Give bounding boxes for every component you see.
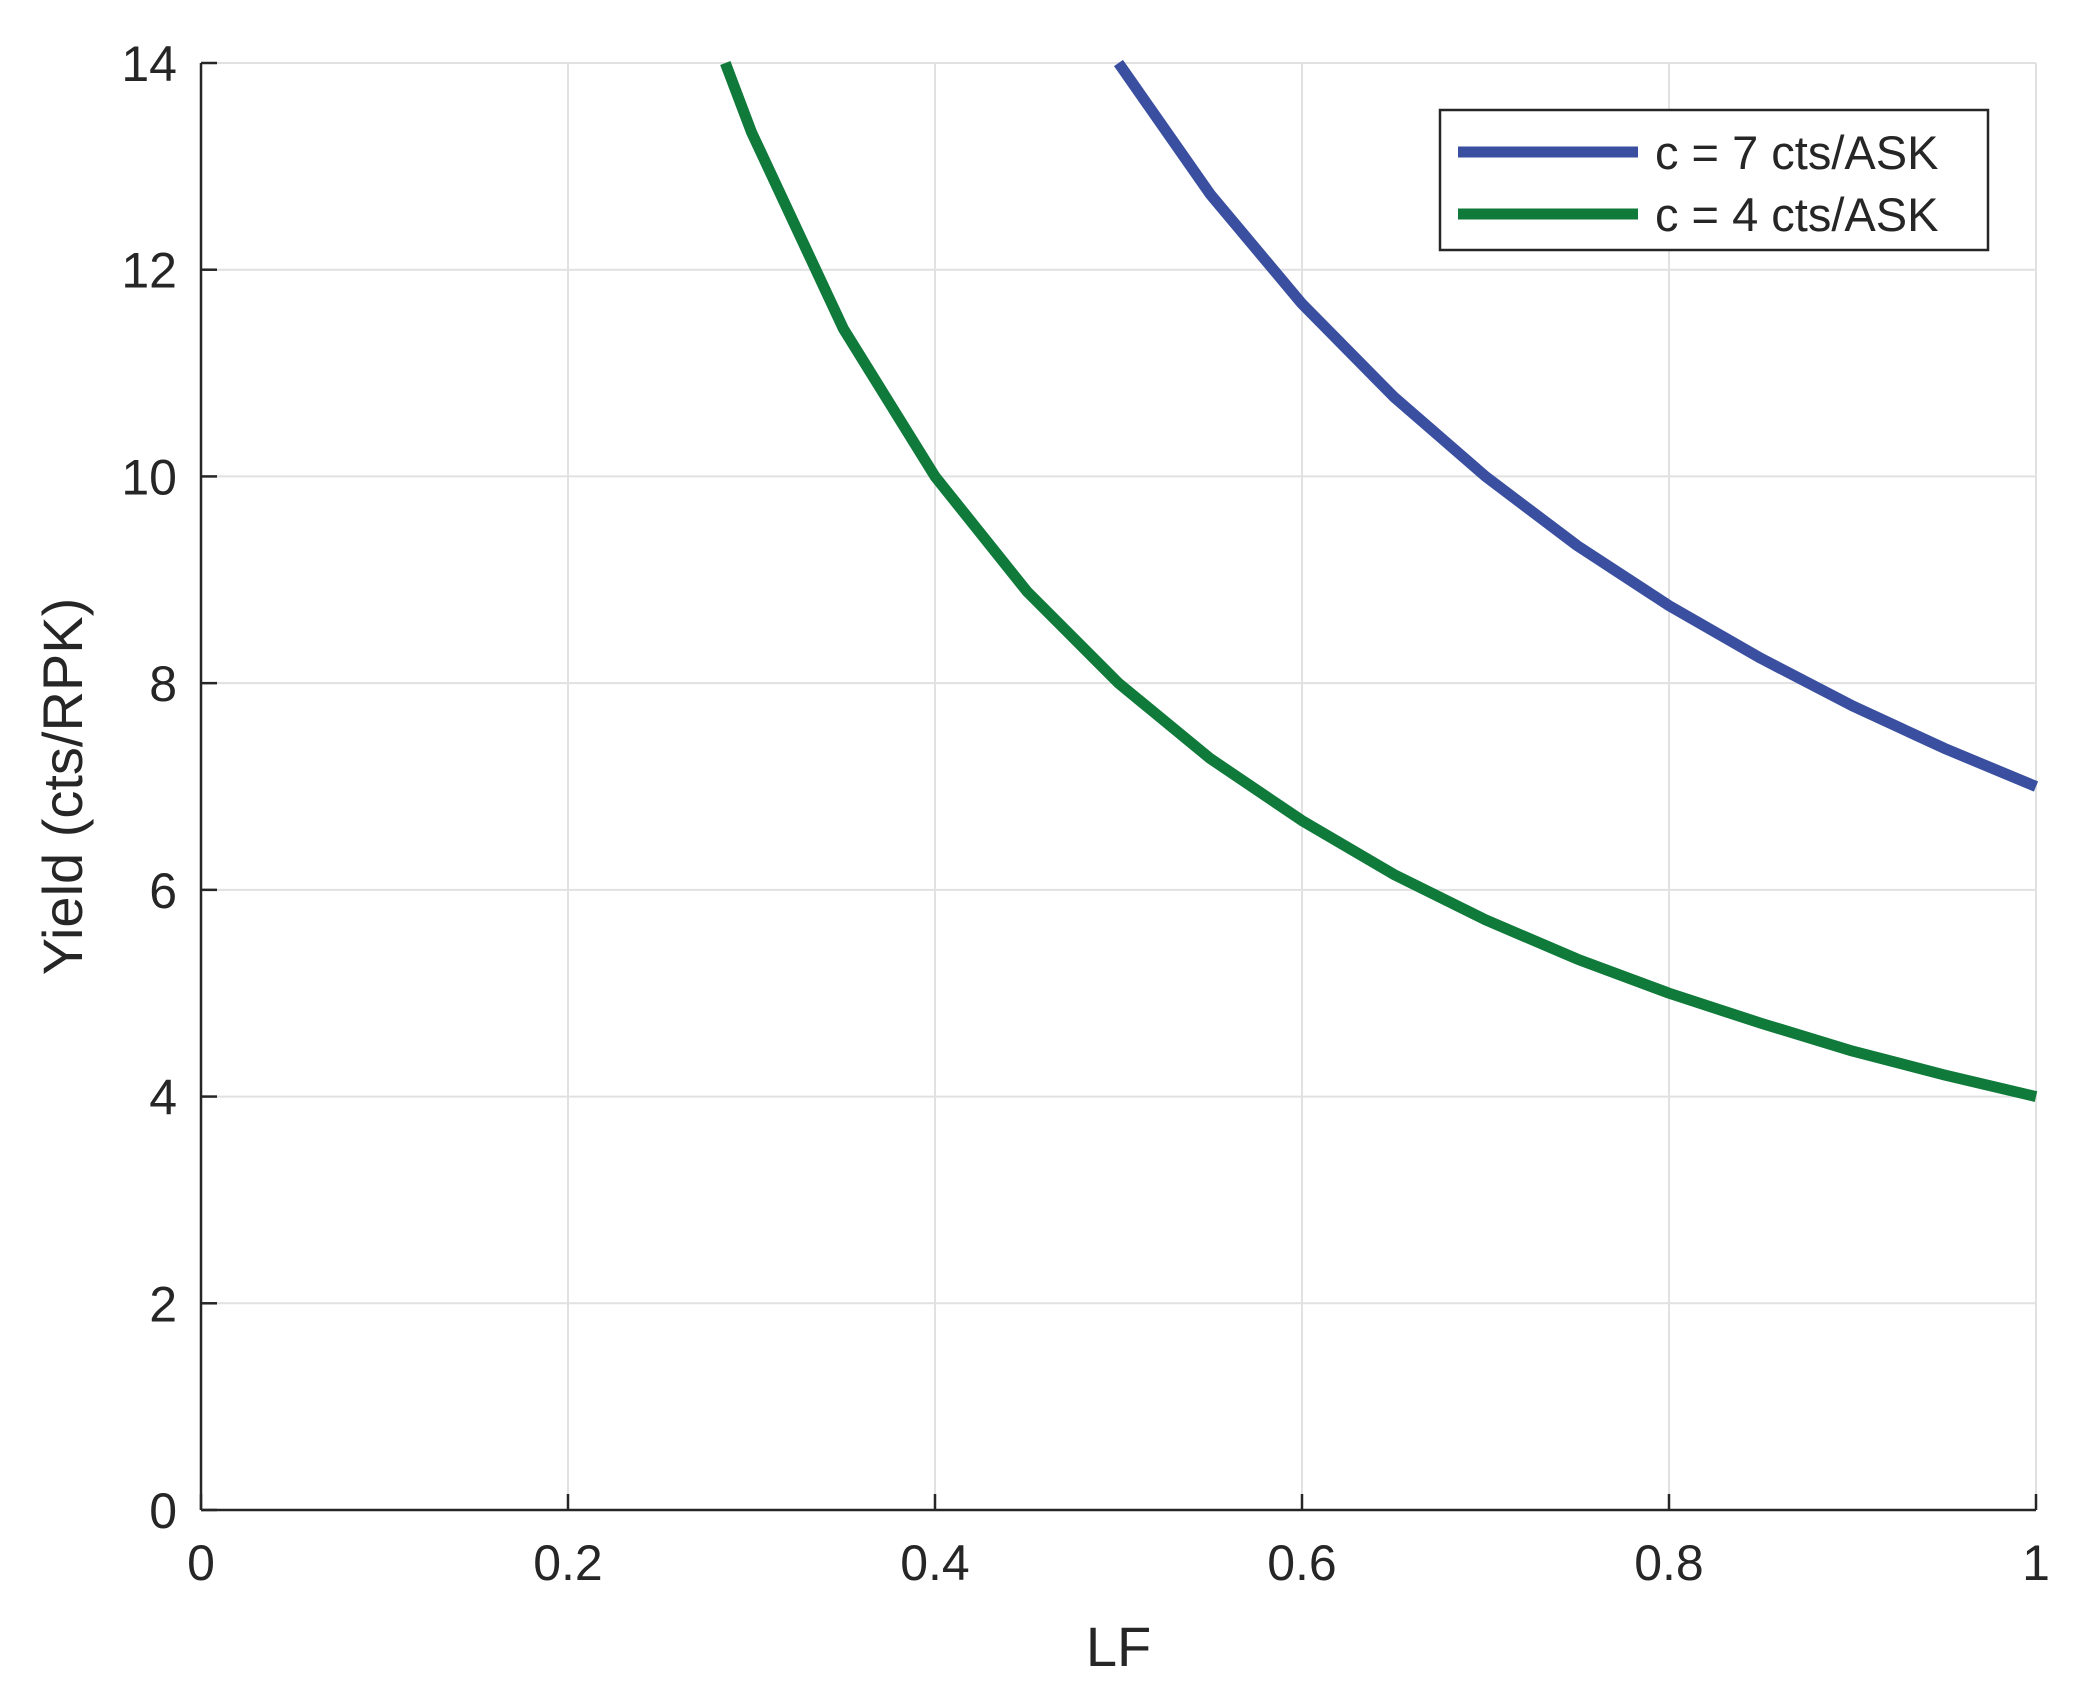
y-tick-label: 0: [149, 1483, 177, 1539]
y-tick-label: 10: [121, 449, 177, 505]
series-line-0: [1113, 59, 2039, 792]
x-tick-label: 0.2: [533, 1535, 603, 1591]
y-tick-label: 2: [149, 1276, 177, 1332]
axes: [199, 63, 2036, 1512]
x-tick-label: 0: [187, 1535, 215, 1591]
x-tick-label: 0.8: [1634, 1535, 1704, 1591]
y-axis-ticks: 0 2 4 6 8 10 12 14: [121, 36, 217, 1539]
series-line-1: [720, 61, 2038, 1102]
x-axis-ticks: 0 0.2 0.4 0.6 0.8 1: [187, 1494, 2050, 1591]
x-tick-label: 0.4: [900, 1535, 970, 1591]
y-axis-label: Yield (cts/RPK): [31, 598, 94, 976]
x-tick-label: 0.6: [1267, 1535, 1337, 1591]
legend-label-c4: c = 4 cts/ASK: [1655, 188, 1938, 241]
plot-lines: [720, 59, 2039, 1102]
y-tick-label: 4: [149, 1070, 177, 1126]
legend-box: [1438, 108, 1990, 252]
legend-label-c7: c = 7 cts/ASK: [1655, 126, 1938, 179]
x-axis-label: LF: [1086, 1615, 1151, 1678]
legend: c = 7 cts/ASK c = 4 cts/ASK: [1438, 108, 1990, 252]
y-tick-label: 8: [149, 656, 177, 712]
grid-lines: [200, 62, 2037, 1511]
y-tick-label: 6: [149, 863, 177, 919]
x-tick-label: 1: [2022, 1535, 2050, 1591]
y-tick-label: 14: [121, 36, 177, 92]
y-tick-label: 12: [121, 243, 177, 299]
